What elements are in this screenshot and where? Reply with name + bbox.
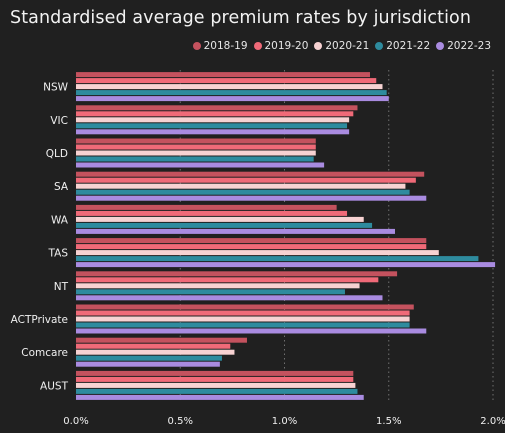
chart-legend[interactable]: 2018-19 2019-20 2020-21 2021-22 2022-23	[192, 40, 491, 52]
bar-SA-2021-22[interactable]	[76, 189, 410, 195]
legend-swatch	[314, 42, 323, 50]
bar-NSW-2018-19[interactable]	[76, 72, 370, 78]
legend-swatch	[375, 42, 384, 50]
x-tick-label: 0.0%	[63, 416, 88, 427]
legend-label: 2021-22	[386, 40, 431, 52]
legend-item-2021-22[interactable]: 2021-22	[375, 40, 430, 52]
category-label-QLD: QLD	[46, 148, 68, 160]
category-label-ACTPrivate: ACTPrivate	[11, 314, 68, 326]
legend-label: 2018-19	[203, 40, 248, 52]
category-label-TAS: TAS	[48, 248, 69, 260]
bar-VIC-2019-20[interactable]	[76, 111, 354, 117]
bar-VIC-2020-21[interactable]	[76, 117, 350, 123]
bar-Comcare-2020-21[interactable]	[76, 349, 235, 355]
bar-NSW-2022-23[interactable]	[76, 96, 389, 102]
bar-NSW-2020-21[interactable]	[76, 84, 383, 90]
legend-item-2019-20[interactable]: 2019-20	[253, 40, 309, 52]
legend-swatch	[192, 42, 201, 50]
bar-QLD-2019-20[interactable]	[76, 144, 316, 150]
bar-AUST-2021-22[interactable]	[76, 388, 358, 394]
bar-TAS-2018-19[interactable]	[76, 238, 427, 244]
bar-ACTPrivate-2018-19[interactable]	[76, 304, 414, 310]
category-label-WA: WA	[51, 214, 69, 226]
legend-item-2020-21[interactable]: 2020-21	[314, 40, 369, 52]
bar-WA-2018-19[interactable]	[76, 204, 337, 210]
bar-SA-2020-21[interactable]	[76, 183, 406, 189]
bar-VIC-2021-22[interactable]	[76, 123, 348, 129]
bar-AUST-2020-21[interactable]	[76, 382, 356, 388]
bar-WA-2022-23[interactable]	[76, 228, 396, 234]
legend-label: 2019-20	[264, 40, 309, 52]
bar-QLD-2020-21[interactable]	[76, 150, 316, 156]
category-label-Comcare: Comcare	[21, 347, 68, 359]
bar-NSW-2019-20[interactable]	[76, 78, 377, 84]
bar-ACTPrivate-2019-20[interactable]	[76, 310, 410, 316]
bar-TAS-2021-22[interactable]	[76, 256, 479, 262]
bar-NT-2020-21[interactable]	[76, 283, 360, 289]
bar-NT-2019-20[interactable]	[76, 277, 379, 283]
bar-WA-2020-21[interactable]	[76, 216, 364, 222]
bar-Comcare-2018-19[interactable]	[76, 337, 247, 343]
bar-Comcare-2019-20[interactable]	[76, 343, 231, 349]
x-tick-label: 1.0%	[272, 416, 297, 427]
bar-TAS-2022-23[interactable]	[76, 262, 496, 268]
bar-QLD-2018-19[interactable]	[76, 138, 316, 144]
category-label-AUST: AUST	[40, 380, 69, 392]
bar-VIC-2018-19[interactable]	[76, 105, 358, 111]
legend-item-2022-23[interactable]: 2022-23	[436, 40, 491, 52]
legend-label: 2020-21	[325, 40, 370, 52]
bar-SA-2018-19[interactable]	[76, 171, 425, 177]
bar-Comcare-2022-23[interactable]	[76, 361, 220, 367]
bar-NT-2018-19[interactable]	[76, 271, 398, 277]
x-tick-label: 1.5%	[376, 416, 401, 427]
bar-ACTPrivate-2022-23[interactable]	[76, 328, 427, 334]
bar-TAS-2019-20[interactable]	[76, 244, 427, 250]
chart-title: Standardised average premium rates by ju…	[10, 8, 472, 28]
legend-swatch	[253, 42, 262, 50]
bar-SA-2019-20[interactable]	[76, 177, 416, 183]
bar-VIC-2022-23[interactable]	[76, 129, 350, 135]
x-tick-label: 0.5%	[168, 416, 193, 427]
category-label-VIC: VIC	[50, 115, 68, 127]
bar-QLD-2022-23[interactable]	[76, 162, 325, 168]
legend-label: 2022-23	[447, 40, 491, 52]
bar-AUST-2022-23[interactable]	[76, 394, 364, 400]
category-label-NSW: NSW	[43, 82, 69, 94]
bar-NT-2022-23[interactable]	[76, 295, 383, 301]
category-label-SA: SA	[54, 181, 69, 193]
bar-AUST-2018-19[interactable]	[76, 370, 354, 376]
bar-ACTPrivate-2021-22[interactable]	[76, 322, 410, 328]
legend-swatch	[436, 42, 445, 50]
bar-Comcare-2021-22[interactable]	[76, 355, 222, 361]
bar-NSW-2021-22[interactable]	[76, 90, 387, 96]
bar-QLD-2021-22[interactable]	[76, 156, 314, 162]
bar-TAS-2020-21[interactable]	[76, 250, 439, 256]
bar-WA-2021-22[interactable]	[76, 222, 373, 228]
bar-NT-2021-22[interactable]	[76, 289, 345, 295]
legend-item-2018-19[interactable]: 2018-19	[192, 40, 248, 52]
category-label-NT: NT	[54, 281, 69, 293]
bar-SA-2022-23[interactable]	[76, 195, 427, 201]
bar-AUST-2019-20[interactable]	[76, 376, 354, 382]
x-tick-label: 2.0%	[480, 416, 505, 427]
bar-WA-2019-20[interactable]	[76, 210, 348, 216]
bar-ACTPrivate-2020-21[interactable]	[76, 316, 410, 322]
